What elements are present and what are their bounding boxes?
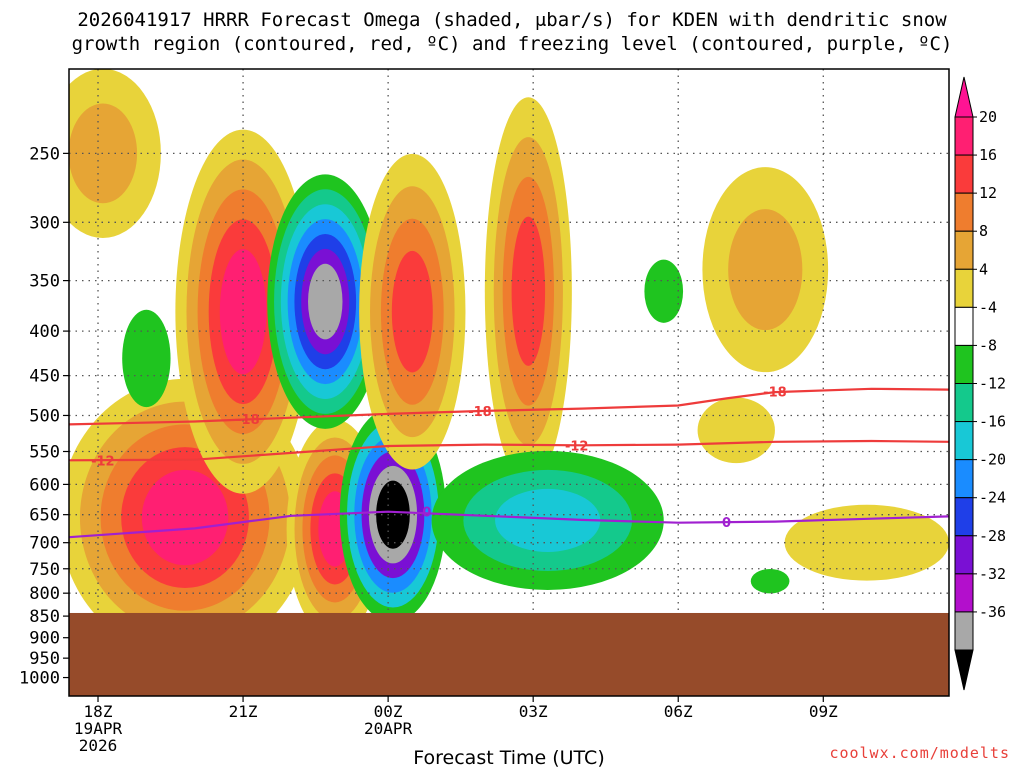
contour-label-2: -18 [763, 385, 787, 400]
contour-label-group-2: -18 [763, 385, 787, 400]
plot-frame [68, 68, 950, 697]
contour-label-group-3: -12 [91, 454, 115, 469]
omega-region-7-level-3 [511, 216, 546, 366]
y-tick-label-650: 650 [29, 506, 60, 526]
y-tick-label-1000: 1000 [19, 669, 60, 689]
contour-label-3: -12 [91, 454, 115, 469]
omega-region-4-level-6 [308, 263, 343, 340]
colorbar-bin--32 [954, 573, 974, 613]
colorbar-label-7: -12 [979, 375, 1006, 393]
colorbar-label-2: 12 [979, 184, 997, 202]
contour-label-4: -12 [565, 439, 589, 454]
y-tick-label-450: 450 [29, 367, 60, 387]
x-tick-label-18Z: 18Z [84, 702, 113, 721]
y-tick-label-750: 750 [29, 560, 60, 580]
colorbar-bin--20 [954, 459, 974, 499]
colorbar-label-8: -16 [979, 413, 1006, 431]
x-axis-label: Forecast Time (UTC) [413, 747, 604, 768]
colorbar-bin--36 [954, 611, 974, 651]
colorbar-bin--12 [954, 383, 974, 423]
omega-region-8-level-2 [495, 488, 601, 552]
omega-region-14-level-0 [750, 568, 790, 594]
colorbar-label-10: -24 [979, 489, 1006, 507]
y-tick-label-950: 950 [29, 649, 60, 669]
contour-label-1: -18 [468, 405, 492, 420]
y-tick-label-500: 500 [29, 406, 60, 426]
y-tick-label-350: 350 [29, 272, 60, 292]
terrain-fill [69, 612, 949, 696]
x-tick-label-03Z: 03Z [519, 702, 548, 721]
contour-label-group-1: -18 [468, 405, 492, 420]
x-tick-label-06Z: 06Z [664, 702, 693, 721]
site-credit[interactable]: coolwx.com/modelts [829, 744, 1010, 762]
omega-region-10-level-0 [122, 309, 171, 408]
colorbar-bin-8 [954, 230, 974, 270]
colorbar-bin--8 [954, 344, 974, 384]
y-tick-label-250: 250 [29, 144, 60, 164]
omega-region-9-level-0 [644, 259, 684, 323]
omega-region-12-level-0 [697, 397, 775, 464]
colorbar-bin--16 [954, 421, 974, 461]
omega-region-5-level-5 [376, 480, 410, 549]
y-tick-label-550: 550 [29, 443, 60, 463]
contour-label-6: 0 [722, 516, 731, 531]
omega-region-6-level-3 [391, 250, 433, 373]
contour-label-group-0: -18 [236, 413, 260, 428]
omega-region-2-level-4 [219, 249, 267, 375]
colorbar-bottom-arrow [954, 649, 974, 691]
colorbar-label-0: 20 [979, 108, 997, 126]
colorbar-bin-4 [954, 268, 974, 308]
contour-line--12-1 [68, 439, 950, 462]
colorbar-bin--4 [954, 306, 974, 346]
x-tick-date-00Z: 20APR [364, 719, 413, 738]
x-tick-year-18Z: 2026 [79, 736, 118, 755]
colorbar-bin-20 [954, 116, 974, 156]
colorbar-label-6: -8 [979, 336, 997, 354]
colorbar-label-1: 16 [979, 146, 997, 164]
colorbar-top-arrow [954, 76, 974, 118]
colorbar-bin-16 [954, 154, 974, 194]
colorbar-label-9: -20 [979, 451, 1006, 469]
y-tick-label-900: 900 [29, 629, 60, 649]
colorbar-bin--24 [954, 497, 974, 537]
x-tick-date-18Z: 19APR [74, 719, 123, 738]
contour-label-group-4: -12 [565, 439, 589, 454]
colorbar-label-12: -32 [979, 565, 1006, 583]
y-tick-label-800: 800 [29, 584, 60, 604]
contour-line--18-0 [68, 387, 950, 426]
y-tick-label-600: 600 [29, 475, 60, 495]
colorbar-bin-12 [954, 192, 974, 232]
contour-label-group-6: 0 [722, 516, 731, 531]
y-tick-label-850: 850 [29, 607, 60, 627]
x-tick-label-00Z: 00Z [374, 702, 403, 721]
omega-region-1-level-4 [141, 469, 229, 566]
contour-label-group-5: 0 [422, 506, 431, 521]
colorbar-label-13: -36 [979, 603, 1006, 621]
colorbar-label-4: 4 [979, 260, 988, 278]
colorbar-bin--28 [954, 535, 974, 575]
chart-title-line-1: 2026041917 HRRR Forecast Omega (shaded, … [77, 9, 947, 31]
colorbar-label-5: -4 [979, 298, 997, 316]
chart-title-line-2: growth region (contoured, red, ºC) and f… [71, 33, 953, 55]
x-tick-label-09Z: 09Z [809, 702, 838, 721]
y-tick-label-300: 300 [29, 213, 60, 233]
y-tick-label-400: 400 [29, 322, 60, 342]
contour-line-0-2 [68, 510, 950, 539]
contour-label-0: -18 [236, 413, 260, 428]
contour-label-5: 0 [422, 506, 431, 521]
omega-region-11-level-1 [728, 209, 803, 331]
colorbar-label-3: 8 [979, 222, 988, 240]
y-tick-label-700: 700 [29, 534, 60, 554]
omega-region-0-level-1 [69, 103, 138, 204]
colorbar-label-11: -28 [979, 527, 1006, 545]
x-tick-label-21Z: 21Z [229, 702, 258, 721]
omega-region-13-level-0 [784, 504, 949, 581]
